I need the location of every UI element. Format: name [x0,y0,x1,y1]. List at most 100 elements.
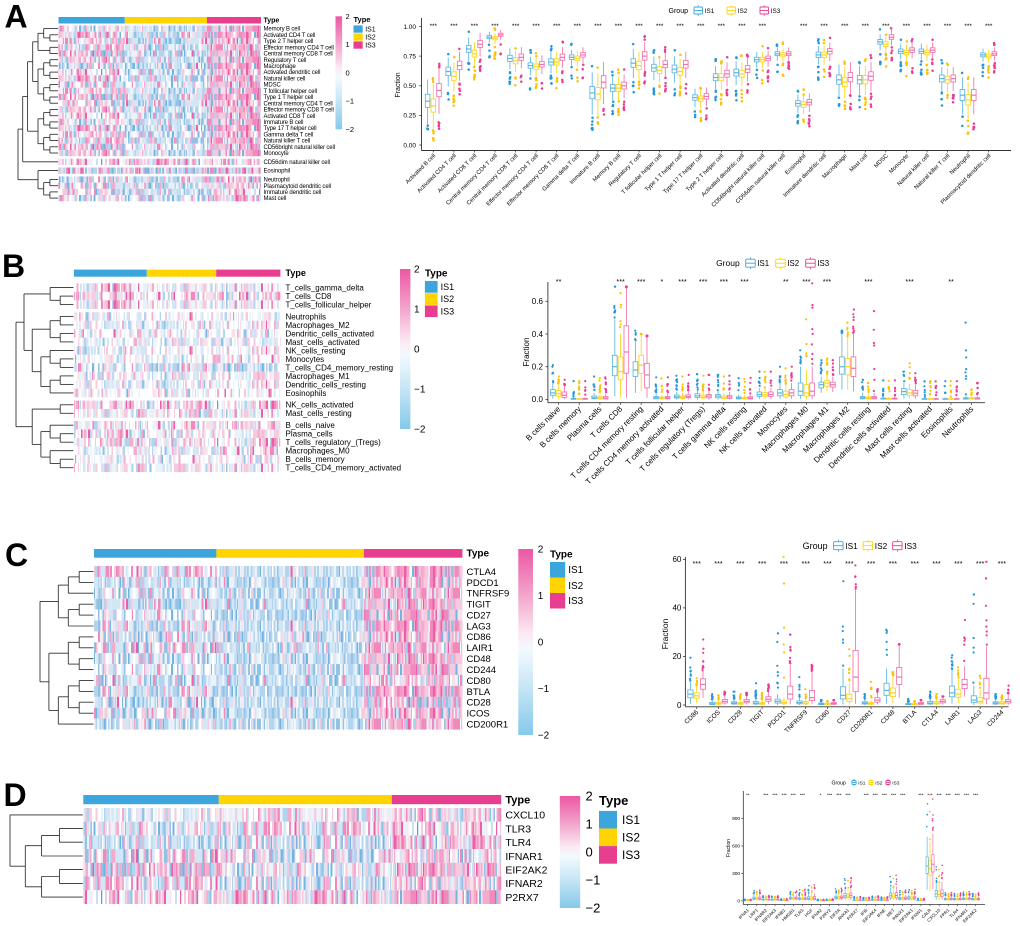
svg-text:***: *** [740,277,749,286]
svg-text:Dendritic_cells_activated: Dendritic_cells_activated [286,329,375,338]
svg-text:Activated CD8 T cell: Activated CD8 T cell [437,153,478,194]
svg-text:Plasmacytoid dendritic cell: Plasmacytoid dendritic cell [264,184,331,190]
svg-text:***: *** [430,23,438,30]
svg-text:IS2: IS2 [568,581,583,592]
svg-text:Eosinophils: Eosinophils [286,389,327,398]
svg-text:Monocyte: Monocyte [264,151,290,157]
svg-text:0.25: 0.25 [403,113,416,120]
svg-text:B_cells_naive: B_cells_naive [286,421,336,430]
svg-text:Central memory CD8 T cell: Central memory CD8 T cell [264,52,333,58]
svg-text:IS3: IS3 [817,259,829,268]
svg-text:PDCD1: PDCD1 [467,578,499,589]
svg-text:−2: −2 [414,425,426,436]
svg-text:Activated CD4 T cell: Activated CD4 T cell [264,33,316,39]
svg-text:CD56bright natural killer cell: CD56bright natural killer cell [264,145,335,151]
svg-text:Type 17 T helper cell: Type 17 T helper cell [662,153,704,195]
svg-text:T_cells_gamma_delta: T_cells_gamma_delta [286,283,365,292]
svg-text:CD56dim natural killer cell: CD56dim natural killer cell [264,160,330,166]
svg-text:Type: Type [354,15,371,24]
svg-text:B: B [2,248,25,284]
svg-text:Immature B cell: Immature B cell [264,120,304,126]
svg-text:0.4: 0.4 [532,330,544,339]
svg-text:***: *** [864,277,873,286]
svg-text:***: *** [964,23,972,30]
svg-text:***: *** [491,23,499,30]
svg-text:2: 2 [414,265,420,276]
svg-text:Activated CD8 T cell: Activated CD8 T cell [264,114,316,120]
svg-text:***: *** [574,23,582,30]
svg-text:IS3: IS3 [568,596,583,607]
svg-text:***: *** [699,277,708,286]
svg-text:***: *** [720,277,729,286]
svg-text:***: *** [903,23,911,30]
svg-text:IS1: IS1 [568,565,583,576]
svg-text:Type 17 T helper cell: Type 17 T helper cell [264,126,317,132]
svg-text:BTLA: BTLA [467,687,491,698]
svg-text:***: *** [944,23,952,30]
svg-text:IS1: IS1 [365,27,376,34]
svg-text:***: *** [532,23,540,30]
svg-text:Immature dendritic cell: Immature dendritic cell [264,190,322,196]
svg-text:Group: Group [803,541,828,551]
svg-text:***: *** [718,23,726,30]
svg-text:0.0: 0.0 [532,395,544,404]
svg-text:***: *** [862,23,870,30]
svg-text:NK_cells_resting: NK_cells_resting [286,346,346,355]
svg-text:***: *** [553,23,561,30]
svg-text:1: 1 [414,305,420,316]
svg-text:Type: Type [286,268,306,278]
svg-text:Regulatory T cell: Regulatory T cell [264,58,307,64]
svg-text:B_cells_memory: B_cells_memory [286,455,345,464]
svg-text:1.00: 1.00 [403,24,416,31]
svg-text:0: 0 [346,68,350,77]
svg-text:1: 1 [346,40,350,49]
svg-text:Neutrophils: Neutrophils [286,312,326,321]
svg-text:CTLA4: CTLA4 [467,567,497,578]
svg-text:Macrophages_M0: Macrophages_M0 [286,447,351,456]
svg-text:IS2: IS2 [441,294,455,304]
svg-text:IS1: IS1 [757,259,769,268]
svg-text:***: *** [471,23,479,30]
svg-text:Type 1 T helper cell: Type 1 T helper cell [644,153,684,193]
svg-text:CD86: CD86 [467,632,491,643]
svg-text:***: *** [450,23,458,30]
svg-text:IS2: IS2 [787,259,799,268]
svg-text:2: 2 [538,545,544,556]
svg-text:***: *** [656,23,664,30]
svg-text:***: *** [615,23,623,30]
svg-text:***: *** [738,23,746,30]
svg-text:Fraction: Fraction [522,338,531,367]
svg-text:IS2: IS2 [365,35,376,42]
svg-text:IS3: IS3 [904,542,917,551]
svg-text:IS2: IS2 [875,542,888,551]
svg-text:Fraction: Fraction [395,72,402,97]
svg-text:Fraction: Fraction [660,618,670,649]
svg-text:***: *** [637,277,646,286]
svg-text:Effector memory CD4 T cell: Effector memory CD4 T cell [264,45,334,51]
svg-text:0.6: 0.6 [532,297,544,306]
svg-text:Activated CD4 T cell: Activated CD4 T cell [417,153,458,194]
svg-text:*: * [660,277,663,286]
svg-text:0: 0 [677,701,682,710]
svg-text:Natural killer T cell: Natural killer T cell [264,139,311,145]
svg-text:T_cells_regulatory_(Tregs): T_cells_regulatory_(Tregs) [286,438,382,447]
svg-text:0.00: 0.00 [403,142,416,149]
svg-text:***: *** [635,23,643,30]
svg-text:Monocytes: Monocytes [286,355,325,364]
svg-text:***: *** [676,23,684,30]
svg-text:Type: Type [467,549,490,560]
svg-text:A: A [5,0,28,35]
svg-text:ICOS: ICOS [467,709,490,720]
svg-text:Type: Type [264,18,280,25]
svg-text:Natural killer cell: Natural killer cell [264,77,306,83]
svg-text:MDSC: MDSC [873,153,889,169]
svg-text:TIGIT: TIGIT [467,600,491,611]
svg-text:0.75: 0.75 [403,53,416,60]
svg-text:***: *** [923,23,931,30]
svg-text:NK_cells_activated: NK_cells_activated [286,401,354,410]
svg-text:***: *** [512,23,520,30]
svg-text:***: *** [905,277,914,286]
svg-text:Activated dendritic cell: Activated dendritic cell [264,70,321,76]
svg-text:Plasma_cells: Plasma_cells [286,430,333,439]
svg-text:Group: Group [716,258,740,268]
